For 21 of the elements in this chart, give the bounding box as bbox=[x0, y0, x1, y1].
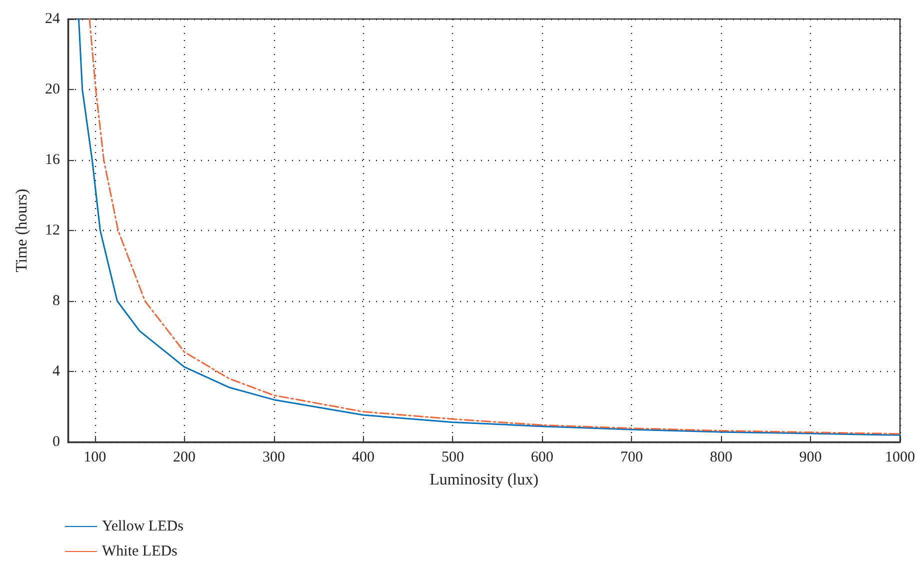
x-tick-label: 900 bbox=[799, 450, 822, 466]
x-tick-label: 800 bbox=[710, 450, 732, 466]
y-tick-label: 8 bbox=[52, 293, 60, 309]
x-tick-label: 500 bbox=[441, 450, 464, 466]
x-tick-label: 600 bbox=[530, 450, 554, 466]
y-tick-label: 24 bbox=[45, 11, 60, 27]
x-tick-label: 300 bbox=[262, 450, 286, 466]
legend-label: Yellow LEDs bbox=[102, 518, 184, 534]
y-tick-label: 0 bbox=[52, 434, 60, 450]
y-tick-label: 20 bbox=[45, 82, 60, 98]
x-tick-label: 700 bbox=[620, 450, 643, 466]
x-tick-label: 100 bbox=[84, 450, 106, 466]
x-axis-title: Luminosity (lux) bbox=[430, 472, 538, 488]
y-tick-label: 16 bbox=[45, 152, 60, 168]
y-tick-label: 12 bbox=[45, 222, 60, 238]
x-tick-label: 400 bbox=[352, 450, 374, 466]
x-tick-label: 200 bbox=[173, 450, 196, 466]
legend-label: White LEDs bbox=[102, 544, 178, 560]
x-tick-label: 1000 bbox=[885, 450, 915, 466]
y-tick-label: 4 bbox=[52, 364, 60, 380]
y-axis-title: Time (hours) bbox=[14, 188, 30, 272]
